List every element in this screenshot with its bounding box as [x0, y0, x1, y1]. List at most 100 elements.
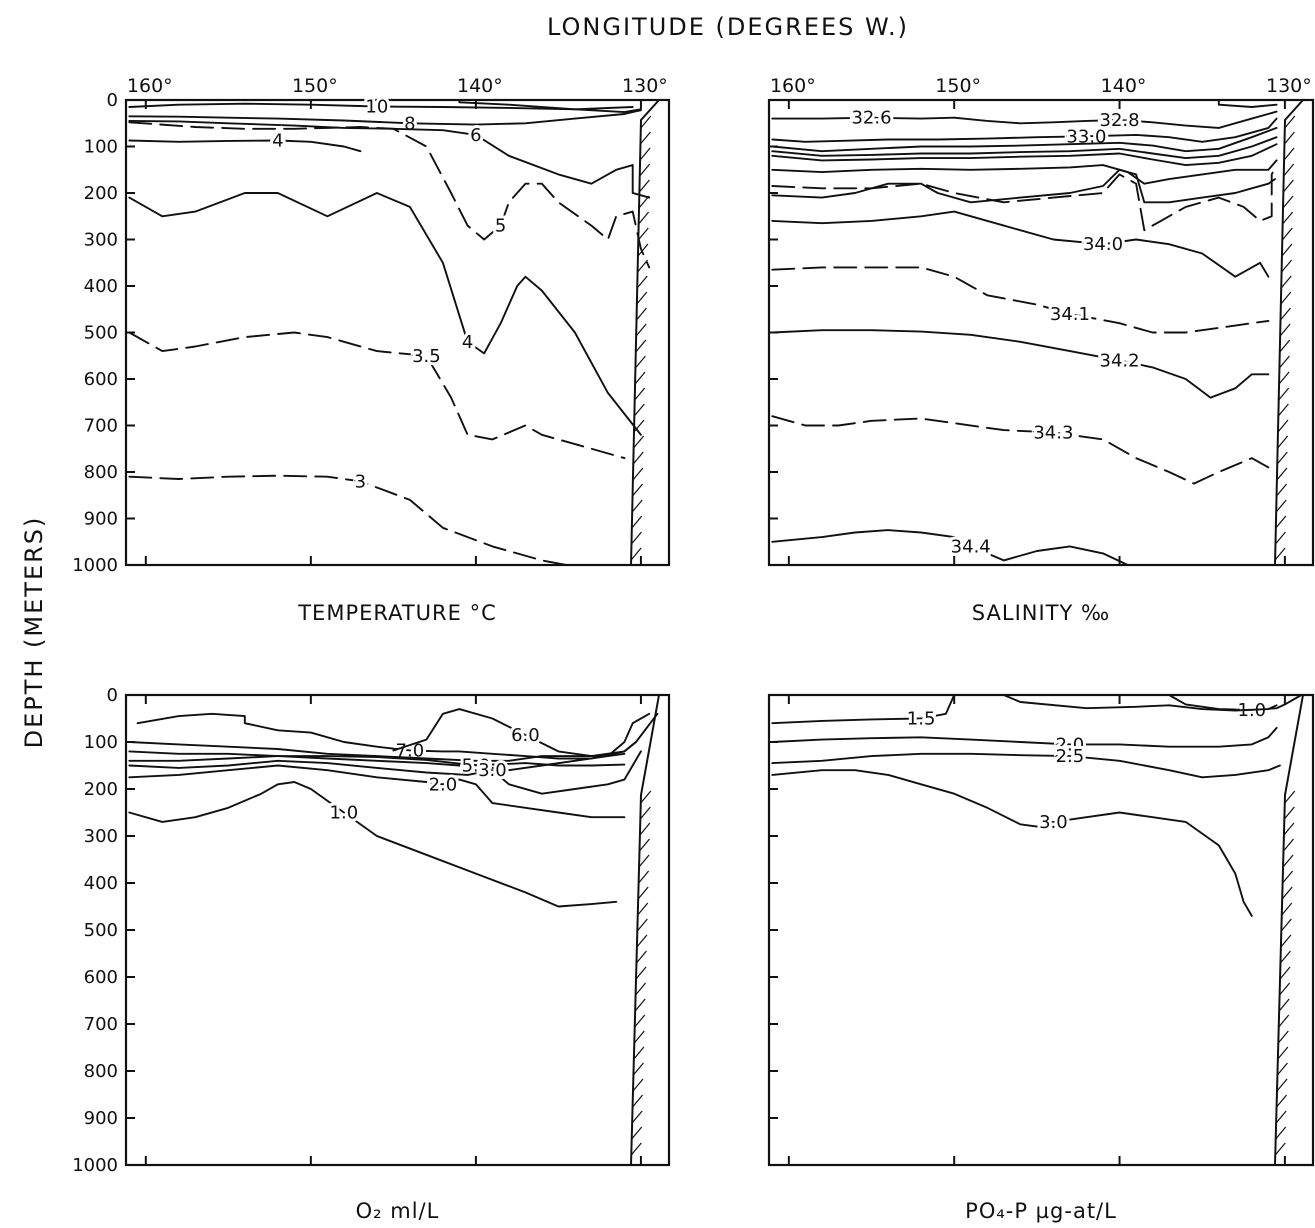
y-tick-label: 600: [84, 967, 118, 988]
x-tick-label: 130°: [1266, 75, 1312, 97]
coast-hatching: [630, 790, 652, 1156]
hatch-mark: [1283, 131, 1295, 145]
hatch-mark: [638, 211, 650, 225]
panel-frame: [124, 98, 671, 567]
hatch-mark: [1275, 515, 1287, 529]
coastline: [1274, 694, 1304, 1166]
hatch-mark: [633, 1030, 645, 1044]
panel-title: PO₄-P µg-at/L: [965, 1199, 1117, 1223]
panels: 160° 150° 140° 130°010020030040050060070080…: [72, 75, 1315, 1223]
hatch-mark: [632, 1094, 644, 1108]
coastline: [630, 694, 660, 1166]
hatch-mark: [631, 499, 643, 513]
contour-line: [771, 726, 1278, 748]
contour-line: [771, 117, 1278, 143]
hatch-mark: [1279, 950, 1291, 964]
x-tick-label: 160°: [127, 75, 173, 97]
y-tick-label: 500: [84, 323, 118, 344]
hatch-mark: [633, 419, 645, 433]
hatch-mark: [1279, 339, 1291, 353]
contour-label: 1.0: [330, 803, 359, 824]
hatch-mark: [631, 515, 643, 529]
y-tick-label: 200: [84, 183, 118, 204]
hatch-mark: [637, 886, 649, 900]
hatch-mark: [1276, 1094, 1288, 1108]
contour-label: 1.5: [907, 709, 936, 730]
contour-line: [771, 168, 1276, 204]
contour-label: 34.3: [1033, 422, 1073, 443]
coast-hatching: [630, 115, 652, 561]
y-tick-label: 100: [84, 732, 118, 753]
hatch-mark: [1281, 227, 1293, 241]
contour-line: [771, 136, 1278, 160]
y-tick-label: 200: [84, 779, 118, 800]
hatch-mark: [1275, 1126, 1287, 1140]
hatch-mark: [1274, 1142, 1286, 1156]
hatch-mark: [632, 1078, 644, 1092]
hatch-mark: [1282, 870, 1294, 884]
hatch-mark: [634, 387, 646, 401]
hatch-mark: [1280, 934, 1292, 948]
contour-line: [128, 712, 651, 772]
hatch-mark: [1282, 195, 1294, 209]
hatch-mark: [640, 115, 652, 129]
contour-label: 3.0: [1039, 812, 1068, 833]
contour-label: 3.0: [478, 760, 507, 781]
contour-line: [128, 102, 634, 111]
contour-line: [771, 164, 1278, 232]
hatch-mark: [638, 179, 650, 193]
hatch-mark: [631, 1110, 643, 1124]
hatch-mark: [1275, 531, 1286, 545]
hatch-mark: [634, 1014, 646, 1028]
contour-line: [458, 99, 642, 114]
contour-line: [771, 415, 1270, 485]
contour-label: 34.1: [1050, 304, 1090, 325]
x-axis-title: LONGITUDE (DEGREES W.): [547, 13, 909, 41]
y-tick-label: 700: [84, 1014, 118, 1035]
hatch-mark: [636, 307, 647, 321]
hatch-mark: [1277, 403, 1289, 417]
contour-line: [771, 143, 1278, 167]
panel-title: TEMPERATURE °C: [297, 601, 497, 625]
hatch-mark: [633, 403, 645, 417]
panel-frame: [767, 693, 1315, 1167]
contour-label: 6.0: [511, 725, 540, 746]
hatch-mark: [639, 806, 651, 820]
y-tick-label: 400: [84, 873, 118, 894]
y-tick-label: 1000: [72, 555, 118, 576]
hatch-mark: [634, 371, 646, 385]
panel-title: SALINITY ‰: [972, 601, 1110, 625]
hatch-mark: [633, 1046, 645, 1060]
contour-line: [128, 109, 642, 126]
panel-oxygen: 010020030040050060070080090010007.06.05.…: [72, 685, 671, 1223]
hatch-mark: [1278, 1014, 1290, 1028]
y-tick-label: 900: [84, 1108, 118, 1129]
x-tick-label: 130°: [622, 75, 668, 97]
hatch-mark: [1275, 1110, 1287, 1124]
contour-label: 5: [495, 216, 506, 237]
panel-salinity: 160° 150° 140° 130° 32.6 32.833.0 34.0 34.1 34.2…: [767, 75, 1315, 625]
contour-line: [771, 769, 1253, 917]
contour-label: 34.0: [1083, 234, 1123, 255]
hatch-mark: [635, 323, 647, 337]
hatch-mark: [630, 1142, 642, 1156]
x-tick-label: 140°: [457, 75, 503, 97]
contour-line: [136, 712, 637, 760]
y-tick-label: 600: [84, 369, 118, 390]
contour-label: 2.5: [1056, 746, 1085, 767]
contour-line: [771, 159, 1278, 185]
y-tick-label: 700: [84, 416, 118, 437]
hatch-mark: [636, 291, 648, 305]
hatch-mark: [1280, 918, 1292, 932]
hatch-mark: [631, 1126, 643, 1140]
contour-line: [128, 139, 362, 153]
hatch-mark: [636, 918, 648, 932]
contour-line: [128, 474, 568, 566]
hatch-mark: [632, 483, 644, 497]
hatch-mark: [637, 243, 649, 257]
hatch-mark: [638, 870, 650, 884]
panel-title: O₂ ml/L: [356, 1199, 440, 1223]
contour-line: [128, 741, 626, 762]
hatch-mark: [637, 227, 649, 241]
